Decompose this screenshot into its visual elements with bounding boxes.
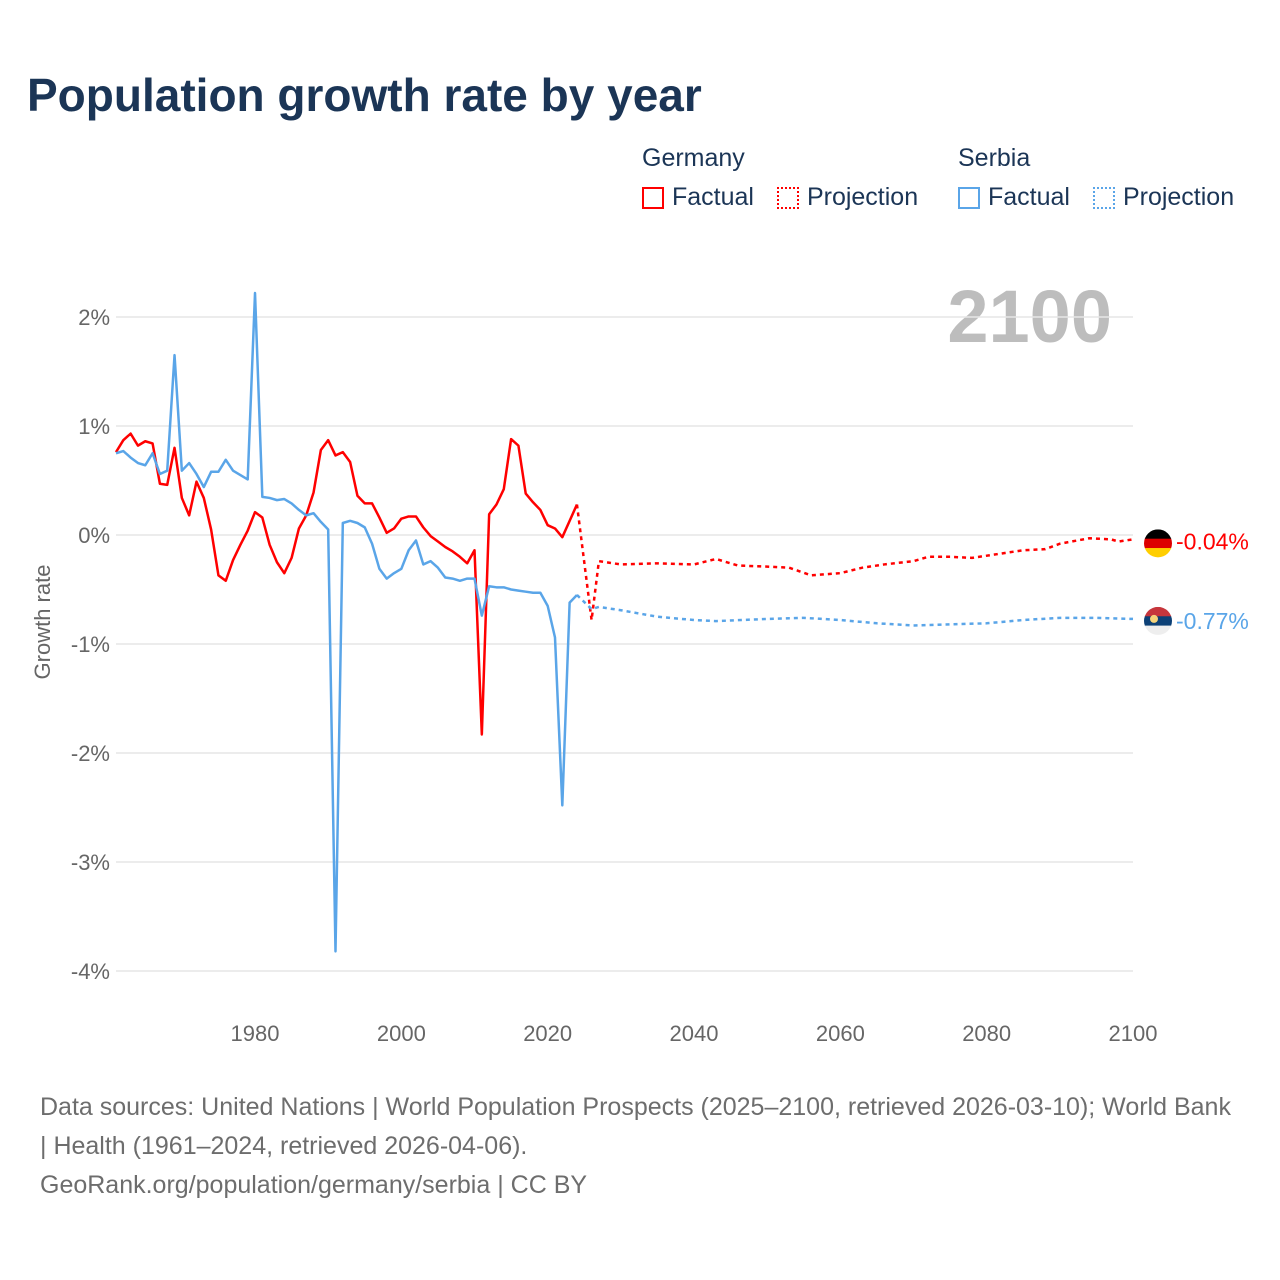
y-tick-label: 0%: [78, 523, 110, 548]
legend-swatch: [958, 186, 980, 209]
serbia-end-label: -0.77%: [1176, 608, 1249, 634]
serbia-factual-line: [115, 291, 578, 953]
serbia-projection-line: [576, 594, 1134, 627]
flag-stripe: [1144, 625, 1172, 635]
x-tick-label: 1980: [231, 1021, 280, 1046]
legend-germany: Germany Factual Projection: [642, 144, 934, 216]
legend-serbia-factual[interactable]: Factual: [958, 183, 1070, 212]
data-sources: Data sources: United Nations | World Pop…: [40, 1093, 1231, 1160]
flag-stripe: [1144, 529, 1172, 540]
serbia-flag-icon: [1144, 606, 1172, 635]
flag-stripe: [1144, 616, 1172, 627]
y-tick-label: 2%: [78, 305, 110, 330]
legend-label: Factual: [672, 183, 754, 211]
y-tick-label: -3%: [71, 850, 110, 875]
germany-projection-line: [575, 504, 1134, 621]
chart-title: Population growth rate by year: [27, 69, 702, 121]
credit-link[interactable]: GeoRank.org/population/germany/serbia | …: [40, 1171, 588, 1199]
y-tick-label: -2%: [71, 741, 110, 766]
y-axis-label: Growth rate: [30, 565, 55, 680]
x-tick-label: 2000: [377, 1021, 426, 1046]
legend-germany-projection[interactable]: Projection: [776, 183, 919, 212]
legend-swatch: [642, 186, 664, 209]
legend-label: Projection: [1122, 183, 1235, 211]
legend-serbia: Serbia Factual Projection: [958, 144, 1250, 216]
legend-swatch: [1092, 186, 1115, 209]
legend-swatch: [776, 186, 799, 209]
y-tick-label: 1%: [78, 414, 110, 439]
legend-serbia-projection[interactable]: Projection: [1092, 183, 1235, 212]
x-tick-label: 2040: [670, 1021, 719, 1046]
germany-end-label: -0.04%: [1176, 528, 1249, 554]
x-tick-label: 2100: [1109, 1021, 1158, 1046]
legend-label: Projection: [806, 183, 919, 211]
x-tick-label: 2060: [816, 1021, 865, 1046]
y-tick-label: -1%: [71, 632, 110, 657]
footer: Data sources: United Nations | World Pop…: [40, 1088, 1240, 1205]
legend-germany-factual[interactable]: Factual: [642, 183, 754, 212]
x-tick-label: 2020: [523, 1021, 572, 1046]
x-tick-label: 2080: [962, 1021, 1011, 1046]
flag-stripe: [1144, 606, 1172, 617]
germany-factual-line: [114, 432, 579, 736]
germany-flag-icon: [1144, 529, 1172, 558]
legend-label: Factual: [988, 183, 1070, 211]
y-tick-label: -4%: [71, 959, 110, 984]
flag-stripe: [1144, 548, 1172, 558]
flag-stripe: [1144, 538, 1172, 549]
serbia-coat-of-arms: [1150, 614, 1158, 623]
legend-group-name: Serbia: [958, 144, 1031, 172]
legend-group-name: Germany: [642, 144, 745, 172]
